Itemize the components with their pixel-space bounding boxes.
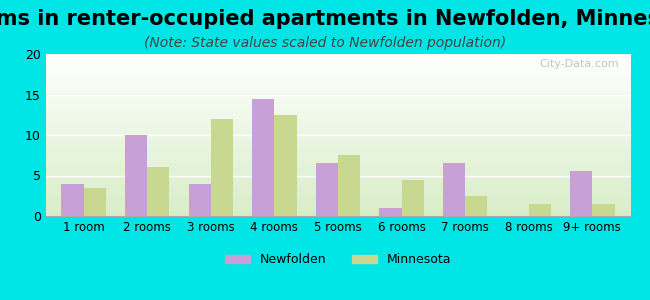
Bar — [592, 204, 615, 216]
Bar — [252, 98, 274, 216]
Bar — [443, 163, 465, 216]
Bar — [84, 188, 106, 216]
Bar — [274, 115, 296, 216]
Legend: Newfolden, Minnesota: Newfolden, Minnesota — [220, 248, 456, 271]
Bar — [188, 184, 211, 216]
Bar — [465, 196, 488, 216]
Bar — [61, 184, 84, 216]
Text: Rooms in renter-occupied apartments in Newfolden, Minnesota: Rooms in renter-occupied apartments in N… — [0, 9, 650, 29]
Bar — [402, 179, 424, 216]
Bar — [380, 208, 402, 216]
Text: (Note: State values scaled to Newfolden population): (Note: State values scaled to Newfolden … — [144, 36, 506, 50]
Text: City-Data.com: City-Data.com — [539, 59, 619, 69]
Bar — [148, 167, 170, 216]
Bar — [211, 119, 233, 216]
Bar — [528, 204, 551, 216]
Bar — [338, 155, 360, 216]
Bar — [570, 171, 592, 216]
Bar — [125, 135, 148, 216]
Bar — [316, 163, 338, 216]
